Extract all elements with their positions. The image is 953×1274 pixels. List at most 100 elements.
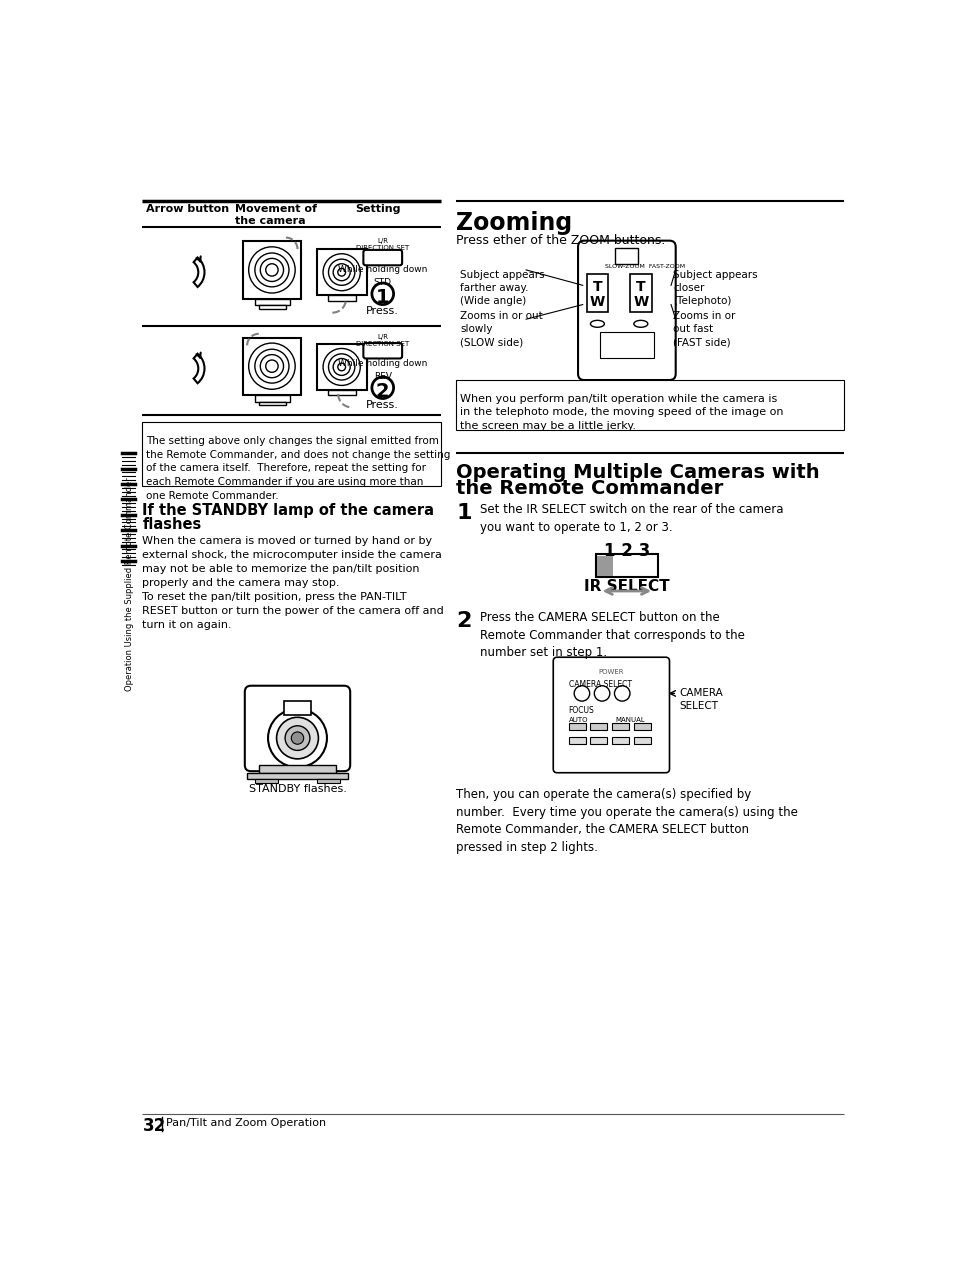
Text: CAMERA
SELECT: CAMERA SELECT	[679, 688, 722, 711]
Bar	[456, 380, 843, 431]
Bar	[633, 722, 650, 730]
Circle shape	[249, 247, 294, 293]
Bar	[142, 423, 440, 485]
Text: Operation Using the Supplied Remote Commander: Operation Using the Supplied Remote Comm…	[125, 478, 133, 691]
Circle shape	[614, 685, 629, 701]
Text: T: T	[636, 280, 645, 294]
Bar	[590, 736, 607, 744]
Bar	[258, 306, 286, 310]
Circle shape	[328, 259, 355, 285]
Ellipse shape	[590, 320, 604, 327]
Circle shape	[266, 361, 278, 372]
Circle shape	[337, 269, 345, 276]
Text: Subject appears
closer
(Telephoto): Subject appears closer (Telephoto)	[673, 270, 758, 306]
Bar	[586, 274, 608, 312]
Text: L/R
DIRECTION SET: L/R DIRECTION SET	[355, 334, 409, 348]
Text: Zooms in or out
slowly
(SLOW side): Zooms in or out slowly (SLOW side)	[459, 312, 542, 347]
Circle shape	[249, 343, 294, 390]
Circle shape	[266, 264, 278, 276]
Bar	[328, 296, 355, 301]
Circle shape	[372, 377, 394, 399]
Bar	[258, 764, 335, 773]
Text: Note: Note	[146, 424, 173, 434]
Text: Setting: Setting	[355, 204, 400, 214]
Bar	[243, 242, 301, 299]
Text: Press.: Press.	[366, 400, 398, 410]
Text: Pan/Tilt and Zoom Operation: Pan/Tilt and Zoom Operation	[166, 1117, 326, 1127]
Bar	[612, 722, 629, 730]
Text: 2: 2	[456, 612, 471, 631]
Bar	[142, 423, 183, 433]
Bar	[243, 338, 301, 395]
Circle shape	[333, 358, 350, 376]
Text: SLOW-ZOOM  FAST-ZOOM: SLOW-ZOOM FAST-ZOOM	[604, 264, 684, 269]
Bar	[633, 736, 650, 744]
Circle shape	[574, 685, 589, 701]
Text: Note: Note	[459, 382, 487, 391]
Text: Zooming: Zooming	[456, 210, 572, 234]
Text: T: T	[592, 280, 601, 294]
Text: When you perform pan/tilt operation while the camera is
in the telephoto mode, t: When you perform pan/tilt operation whil…	[459, 394, 783, 431]
Text: While holding down: While holding down	[337, 265, 427, 274]
Circle shape	[328, 354, 355, 380]
Text: Movement of
the camera: Movement of the camera	[235, 204, 317, 225]
Bar	[316, 778, 340, 782]
Text: IR SELECT: IR SELECT	[583, 578, 669, 594]
Text: AUTO: AUTO	[568, 717, 588, 724]
Bar	[612, 736, 629, 744]
Text: 32: 32	[142, 1117, 166, 1135]
FancyBboxPatch shape	[363, 343, 402, 358]
Text: Press the CAMERA SELECT button on the
Remote Commander that corresponds to the
n: Press the CAMERA SELECT button on the Re…	[479, 612, 743, 659]
Bar	[254, 395, 290, 401]
Text: L/R
DIRECTION SET: L/R DIRECTION SET	[355, 237, 409, 251]
Text: If the STANDBY lamp of the camera: If the STANDBY lamp of the camera	[142, 503, 434, 519]
Text: 2: 2	[375, 382, 389, 400]
Text: MANUAL: MANUAL	[615, 717, 644, 724]
Text: Set the IR SELECT switch on the rear of the camera
you want to operate to 1, 2 o: Set the IR SELECT switch on the rear of …	[479, 503, 782, 534]
Bar	[328, 390, 355, 395]
Text: Press.: Press.	[366, 306, 398, 316]
Circle shape	[254, 349, 289, 383]
Text: When the camera is moved or turned by hand or by
external shock, the microcomput: When the camera is moved or turned by ha…	[142, 535, 444, 629]
Bar	[590, 722, 607, 730]
Circle shape	[594, 685, 609, 701]
Text: the Remote Commander: the Remote Commander	[456, 479, 723, 498]
Circle shape	[285, 726, 310, 750]
Text: POWER: POWER	[598, 669, 623, 675]
Bar	[568, 722, 585, 730]
Wedge shape	[193, 257, 204, 287]
Text: W: W	[589, 296, 604, 310]
Text: Press ether of the ZOOM buttons.: Press ether of the ZOOM buttons.	[456, 234, 665, 247]
Bar	[629, 274, 651, 312]
Text: Zooms in or
out fast
(FAST side): Zooms in or out fast (FAST side)	[673, 312, 735, 347]
Wedge shape	[193, 354, 204, 383]
Text: Arrow button: Arrow button	[146, 204, 230, 214]
Circle shape	[268, 708, 327, 767]
Text: Then, you can operate the camera(s) specified by
number.  Every time you operate: Then, you can operate the camera(s) spec…	[456, 789, 798, 854]
Text: W: W	[633, 296, 648, 310]
Bar	[568, 736, 585, 744]
Text: 1: 1	[456, 503, 472, 524]
Circle shape	[337, 363, 345, 371]
Bar	[599, 331, 654, 358]
Bar	[254, 778, 278, 782]
Circle shape	[260, 259, 283, 282]
FancyBboxPatch shape	[245, 685, 350, 771]
Text: CAMERA SELECT: CAMERA SELECT	[568, 680, 631, 689]
Bar	[597, 555, 612, 576]
Bar	[316, 344, 367, 390]
Text: 1: 1	[375, 288, 389, 307]
Circle shape	[372, 283, 394, 304]
Text: Operating Multiple Cameras with: Operating Multiple Cameras with	[456, 464, 820, 482]
FancyBboxPatch shape	[578, 241, 675, 380]
Circle shape	[291, 733, 303, 744]
Circle shape	[254, 254, 289, 287]
Text: FOCUS: FOCUS	[568, 706, 594, 715]
Bar	[247, 773, 348, 778]
Text: The setting above only changes the signal emitted from
the Remote Commander, and: The setting above only changes the signa…	[146, 436, 450, 501]
Circle shape	[323, 254, 360, 290]
Bar	[254, 299, 290, 306]
Bar	[316, 250, 367, 296]
Text: flashes: flashes	[142, 517, 201, 533]
Text: 1 2 3: 1 2 3	[603, 541, 649, 559]
